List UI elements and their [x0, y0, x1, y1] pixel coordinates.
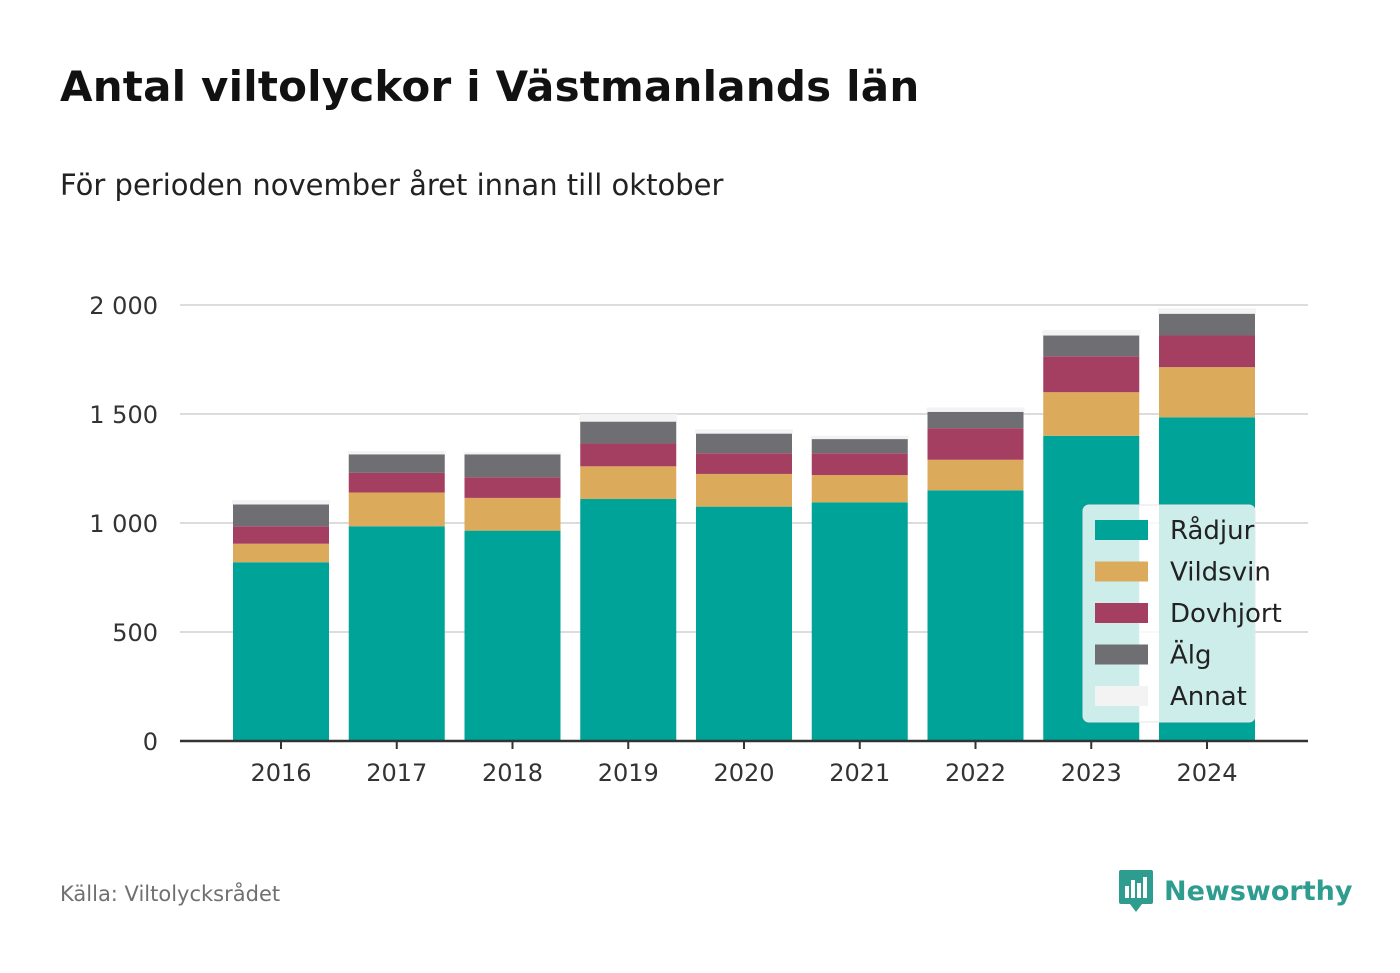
bar-segment: [810, 435, 909, 440]
bar-segment: [464, 497, 561, 531]
bar-segment: [233, 526, 329, 544]
legend-label: Vildsvin: [1170, 558, 1271, 588]
legend-swatch: [1095, 603, 1148, 623]
bar-segment: [348, 472, 445, 493]
bar-segment: [927, 459, 1024, 491]
bar-segment: [1043, 392, 1140, 436]
brand-name: Newsworthy: [1164, 875, 1353, 907]
legend-swatch: [1095, 520, 1148, 540]
legend-swatch: [1095, 644, 1148, 665]
bar-segment: [696, 433, 792, 454]
bar-segment: [1159, 335, 1255, 368]
x-tick-label: 2018: [482, 759, 543, 787]
bar-segment: [232, 500, 330, 505]
bar-segment: [233, 543, 329, 563]
bar-segment: [927, 428, 1024, 460]
x-tick-label: 2020: [713, 759, 774, 787]
legend-swatch: [1095, 561, 1148, 582]
legend-swatch: [1095, 686, 1148, 706]
bar-segment: [580, 443, 677, 467]
legend-box: [1082, 504, 1256, 723]
bar-segment: [464, 530, 561, 741]
bar-segment: [695, 429, 793, 434]
bar-segment: [1043, 335, 1140, 357]
bar-segment: [1158, 308, 1256, 314]
legend-label: Älg: [1170, 639, 1212, 671]
bar-segment: [927, 490, 1024, 741]
y-tick-label: 1 000: [89, 510, 158, 538]
x-tick-label: 2024: [1176, 759, 1237, 787]
bar-segment: [580, 421, 677, 444]
bar-segment: [696, 473, 792, 507]
bar-segment: [463, 452, 562, 455]
bar-segment: [579, 414, 678, 422]
bar-segment: [927, 411, 1024, 429]
bar-segment: [811, 502, 908, 741]
bar-segment: [696, 453, 792, 474]
chart-subtitle: För perioden november året innan till ok…: [60, 168, 724, 202]
axes: 0 500 1 000 1 500 2 000 2016 2017 2018 2019 2020 2…: [89, 292, 1308, 787]
bar-segment: [348, 454, 445, 473]
bar-segment: [233, 504, 329, 527]
y-tick-label: 500: [112, 619, 158, 647]
x-tick-label: 2017: [366, 759, 427, 787]
x-tick-label: 2022: [945, 759, 1006, 787]
y-tick-label: 2 000: [89, 292, 158, 320]
legend: Rådjur Vildsvin Dovhjort Älg Annat: [1082, 504, 1282, 723]
bar-segment: [811, 439, 908, 454]
bar-segment: [580, 466, 677, 500]
x-tick-label: 2021: [829, 759, 890, 787]
bar-segment: [1159, 367, 1255, 418]
bar-segment: [348, 492, 445, 527]
brand-logo[interactable]: Newsworthy: [1118, 868, 1352, 914]
x-tick-label: 2019: [598, 759, 659, 787]
bar-segment: [464, 477, 561, 498]
y-tick-label: 1 500: [89, 401, 158, 429]
bar-segment: [926, 407, 1025, 412]
bar-segment: [696, 506, 792, 741]
x-tick-label: 2023: [1061, 759, 1122, 787]
bar-segment: [1042, 330, 1141, 336]
bar-segment: [580, 499, 677, 741]
bar-segment: [811, 475, 908, 503]
bar-segment: [1159, 313, 1255, 336]
y-tick-label: 0: [143, 728, 158, 756]
bar-segment: [348, 526, 445, 741]
source-note: Källa: Viltolycksrådet: [60, 882, 281, 906]
legend-label: Annat: [1170, 682, 1247, 712]
newsworthy-logo-icon: [1119, 870, 1153, 912]
legend-label: Rådjur: [1170, 515, 1255, 546]
x-tick-label: 2016: [250, 759, 311, 787]
bar-segment: [811, 453, 908, 476]
bars: [232, 308, 1256, 741]
chart-title: Antal viltolyckor i Västmanlands län: [60, 62, 920, 111]
bar-segment: [233, 562, 329, 741]
legend-label: Dovhjort: [1170, 599, 1282, 629]
bar-segment: [347, 451, 446, 455]
bar-segment: [464, 454, 561, 478]
bar-segment: [1043, 356, 1140, 393]
